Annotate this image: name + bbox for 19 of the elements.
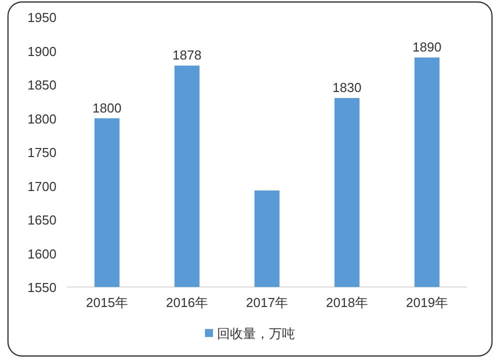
y-tick-label: 1850 [28, 78, 56, 92]
y-tick-label: 1950 [28, 10, 56, 25]
y-tick-label: 1800 [28, 111, 56, 126]
y-tick-label: 1550 [28, 280, 56, 295]
data-label: 1878 [172, 48, 202, 63]
x-tick-label: 2018年 [326, 295, 368, 310]
y-tick-label: 1650 [28, 212, 56, 228]
legend: 回收量，万吨 [205, 326, 295, 341]
x-tick-label: 2017年 [246, 295, 288, 310]
data-label: 1890 [412, 40, 442, 54]
y-tick-label: 1700 [28, 178, 56, 194]
x-tick-label: 2015年 [86, 295, 128, 310]
data-label: 1830 [332, 80, 362, 95]
data-label: 1800 [92, 100, 122, 116]
x-tick-label: 2019年 [406, 295, 448, 310]
y-tick-label: 1750 [28, 145, 56, 160]
x-tick-label: 2016年 [166, 295, 208, 310]
y-tick-label: 1600 [28, 246, 56, 262]
y-tick-label: 1900 [28, 44, 56, 59]
